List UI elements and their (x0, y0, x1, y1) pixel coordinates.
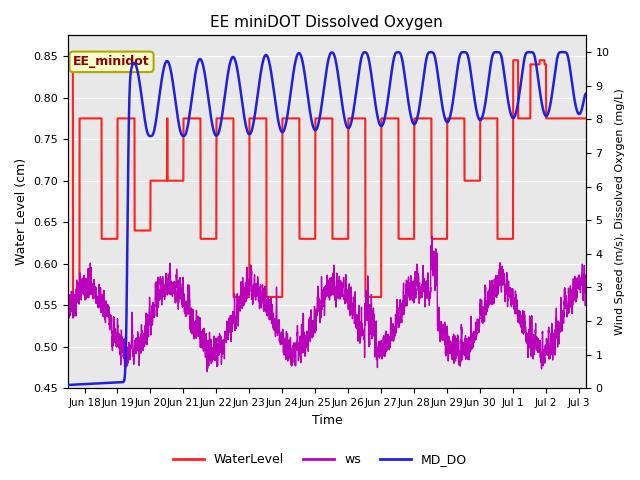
X-axis label: Time: Time (312, 414, 342, 427)
Y-axis label: Water Level (cm): Water Level (cm) (15, 158, 28, 265)
Text: EE_minidot: EE_minidot (73, 55, 150, 68)
Legend: WaterLevel, ws, MD_DO: WaterLevel, ws, MD_DO (168, 448, 472, 471)
Y-axis label: Wind Speed (m/s), Dissolved Oxygen (mg/L): Wind Speed (m/s), Dissolved Oxygen (mg/L… (615, 88, 625, 335)
Title: EE miniDOT Dissolved Oxygen: EE miniDOT Dissolved Oxygen (211, 15, 444, 30)
